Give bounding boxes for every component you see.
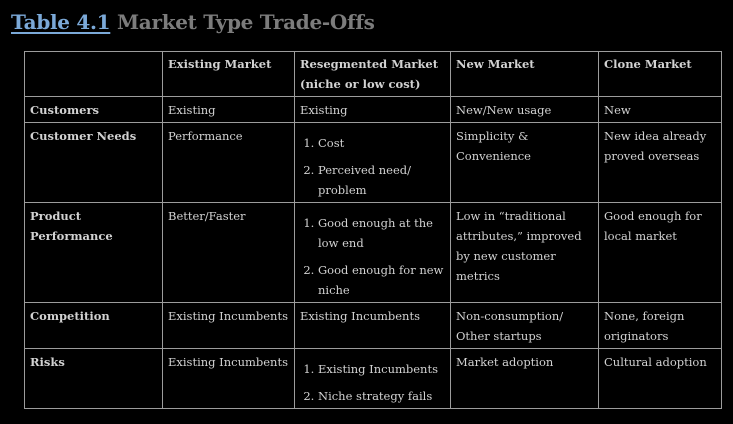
header-cell-clone-market: Clone Market [598, 51, 722, 97]
existing-market-cell: Existing Incumbents [162, 302, 295, 349]
list-item: Niche strategy fails [318, 386, 445, 406]
clone-market-cell: Good enough for local market [598, 202, 722, 303]
market-type-table: Existing Market Resegmented Market (nich… [24, 51, 722, 409]
new-market-cell: Low in “traditional attributes,” improve… [450, 202, 599, 303]
existing-market-cell: Existing Incumbents [162, 348, 295, 409]
existing-market-cell: Existing [162, 96, 295, 123]
row-label-cell: Product Performance [24, 202, 163, 303]
list-item: Good enough at the low end [318, 213, 445, 253]
clone-market-cell: New idea already proved overseas [598, 122, 722, 203]
table-title: Table 4.1 Market Type Trade-Offs [11, 9, 375, 35]
numbered-list: Existing Incumbents Niche strategy fails [300, 352, 445, 406]
resegmented-market-cell: Cost Perceived need/ problem [294, 122, 451, 203]
header-row: Existing Market Resegmented Market (nich… [24, 51, 722, 97]
row-label-cell: Risks [24, 348, 163, 409]
table-title-text: Market Type Trade-Offs [116, 10, 375, 34]
clone-market-cell: Cultural adoption [598, 348, 722, 409]
header-cell-new-market: New Market [450, 51, 599, 97]
new-market-cell: Market adoption [450, 348, 599, 409]
row-label-cell: Customer Needs [24, 122, 163, 203]
numbered-list: Cost Perceived need/ problem [300, 126, 445, 200]
new-market-cell: New/New usage [450, 96, 599, 123]
list-item: Perceived need/ problem [318, 160, 445, 200]
resegmented-market-cell: Existing Incumbents [294, 302, 451, 349]
list-item: Cost [318, 133, 445, 153]
row-label-cell: Competition [24, 302, 163, 349]
clone-market-cell: None, foreign originators [598, 302, 722, 349]
clone-market-cell: New [598, 96, 722, 123]
header-cell-resegmented-market: Resegmented Market (niche or low cost) [294, 51, 451, 97]
resegmented-market-cell: Existing [294, 96, 451, 123]
table-row: Competition Existing Incumbents Existing I… [24, 302, 722, 349]
new-market-cell: Non-consumption/ Other startups [450, 302, 599, 349]
existing-market-cell: Performance [162, 122, 295, 203]
numbered-list: Good enough at the low end Good enough fo… [300, 206, 445, 300]
resegmented-market-cell: Existing Incumbents Niche strategy fails [294, 348, 451, 409]
header-cell-existing-market: Existing Market [162, 51, 295, 97]
header-cell-empty [24, 51, 163, 97]
table-number-link[interactable]: Table 4.1 [11, 10, 111, 34]
table-row: Customers Existing Existing New/New usage Ne… [24, 96, 722, 123]
existing-market-cell: Better/Faster [162, 202, 295, 303]
list-item: Existing Incumbents [318, 359, 445, 379]
resegmented-market-cell: Good enough at the low end Good enough fo… [294, 202, 451, 303]
new-market-cell: Simplicity & Convenience [450, 122, 599, 203]
list-item: Good enough for new niche [318, 260, 445, 300]
row-label-cell: Customers [24, 96, 163, 123]
